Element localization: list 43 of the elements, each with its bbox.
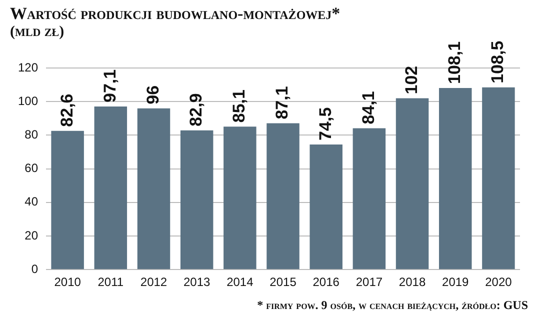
data-label: 96 — [143, 85, 162, 104]
bar — [51, 130, 84, 270]
data-label: 102 — [402, 66, 421, 94]
bar — [396, 98, 429, 270]
data-label: 108,1 — [445, 41, 464, 84]
y-tick-label: 100 — [18, 94, 38, 108]
bar — [266, 123, 300, 270]
x-tick-label: 2019 — [442, 275, 470, 290]
data-label: 84,1 — [358, 91, 378, 124]
x-tick-label: 2011 — [98, 275, 124, 290]
data-label: 82,6 — [57, 94, 76, 127]
bar — [438, 88, 472, 270]
chart-subtitle: (mld zł) — [10, 24, 64, 41]
data-label: 85,1 — [230, 90, 249, 123]
y-tick-label: 80 — [24, 128, 38, 142]
data-label: 87,1 — [272, 86, 292, 120]
x-tick-label: 2017 — [356, 275, 383, 290]
bar — [310, 144, 342, 270]
bar — [94, 106, 128, 270]
y-tick-label: 20 — [24, 228, 38, 242]
x-tick-label: 2020 — [485, 275, 512, 290]
data-label: 74,5 — [316, 107, 335, 140]
x-tick-label: 2012 — [140, 275, 168, 290]
y-tick-label: 0 — [31, 262, 38, 276]
x-tick-label: 2018 — [398, 275, 426, 290]
text: * firmy pow. 9 osób, w cenach bieżących, źródło: GUS — [257, 298, 528, 313]
y-tick-label: 40 — [24, 194, 38, 209]
data-label: 97,1 — [100, 69, 120, 102]
chart-title: Wartość produkcji budowlano-montażowej* — [10, 4, 340, 24]
bar — [180, 130, 214, 270]
bar — [137, 108, 170, 270]
y-tick-label: 60 — [24, 161, 38, 176]
bar — [482, 87, 515, 270]
x-tick-label: 2016 — [312, 275, 340, 290]
bar — [352, 128, 386, 270]
y-tick-label: 120 — [18, 60, 38, 74]
x-tick-label: 2013 — [183, 275, 211, 290]
x-tick-label: 2010 — [54, 275, 82, 290]
data-label: 82,9 — [186, 93, 206, 126]
x-tick-label: 2014 — [226, 275, 254, 290]
data-label: 108,5 — [488, 40, 508, 84]
x-tick-label: 2015 — [270, 275, 297, 290]
bar — [224, 126, 256, 270]
